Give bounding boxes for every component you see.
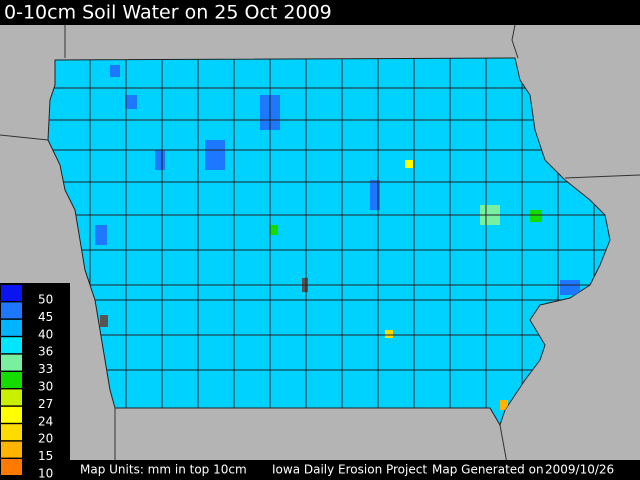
legend-label: 27 [38,397,53,411]
patch [385,330,393,338]
legend-label: 40 [38,327,53,341]
title-bar [0,0,640,25]
legend-label: 50 [38,293,53,307]
legend-swatch [1,354,22,371]
legend-label: 10 [38,467,53,480]
patch [125,95,137,109]
legend-swatch [1,372,22,388]
patch [370,180,380,210]
map-title: 0-10cm Soil Water on 25 Oct 2009 [4,2,332,24]
legend-label: 36 [38,345,53,359]
legend-label: 24 [38,414,53,428]
patch [405,160,413,168]
legend-swatch [1,424,22,441]
patch [110,65,120,77]
patch [95,225,107,245]
legend-swatch [1,285,22,301]
patch [530,210,542,222]
footer-generated-label: Map Generated on [432,463,544,477]
footer-bar [0,460,640,480]
legend-label: 15 [38,449,53,463]
footer-units: Map Units: mm in top 10cm [80,463,247,477]
patch [100,315,108,327]
patch [500,400,508,410]
legend-label: 45 [38,310,53,324]
legend-swatch [1,319,22,336]
patch [155,150,165,170]
patch [270,225,278,235]
legend-label: 20 [38,432,53,446]
legend-swatch [1,302,22,319]
legend-swatch [1,441,22,458]
patch [560,280,580,295]
legend-swatch [1,459,22,475]
legend-swatch [1,337,22,354]
legend-swatch [1,389,22,406]
legend-label: 33 [38,362,53,376]
legend: 50 45 40 36 33 30 27 24 20 15 10 [1,285,53,480]
legend-swatch [1,406,22,423]
footer-project: Iowa Daily Erosion Project [272,463,427,477]
patch [205,140,225,170]
footer-generated-date: 2009/10/26 [545,463,614,477]
legend-label: 30 [38,380,53,394]
